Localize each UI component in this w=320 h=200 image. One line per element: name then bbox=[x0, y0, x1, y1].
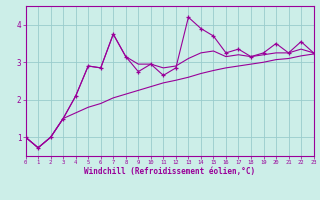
X-axis label: Windchill (Refroidissement éolien,°C): Windchill (Refroidissement éolien,°C) bbox=[84, 167, 255, 176]
